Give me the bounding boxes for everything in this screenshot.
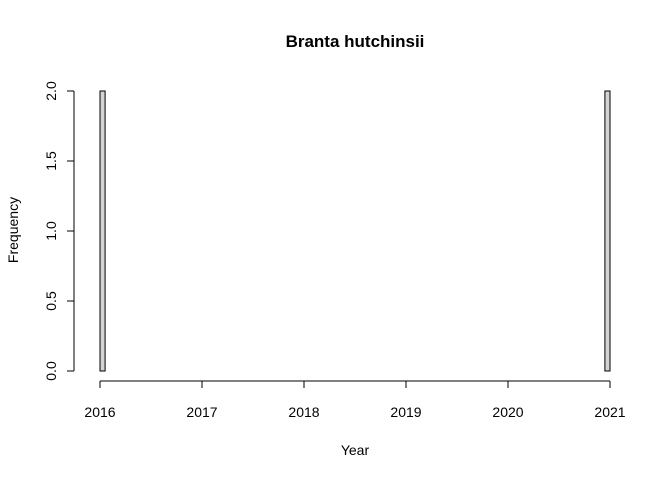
x-tick-label: 2019 <box>390 404 421 420</box>
y-tick-label: 0.5 <box>43 291 59 311</box>
y-axis: 0.0 0.5 1.0 1.5 2.0 <box>43 81 75 381</box>
x-axis-title: Year <box>341 442 370 458</box>
x-tick-label: 2020 <box>492 404 523 420</box>
y-tick-label: 0.0 <box>43 361 59 381</box>
x-tick-label: 2016 <box>84 404 115 420</box>
y-tick-label: 2.0 <box>43 81 59 101</box>
y-axis-title: Frequency <box>5 197 21 263</box>
bar-group <box>99 90 611 372</box>
x-tick-label: 2017 <box>186 404 217 420</box>
y-tick-label: 1.0 <box>43 221 59 241</box>
histogram-bar <box>604 90 611 372</box>
chart-title: Branta hutchinsii <box>286 32 425 51</box>
x-tick-label: 2021 <box>594 404 625 420</box>
x-tick-label: 2018 <box>288 404 319 420</box>
x-axis: 2016 2017 2018 2019 2020 2021 <box>84 380 626 420</box>
y-tick-label: 1.5 <box>43 151 59 171</box>
histogram-bar <box>99 90 106 372</box>
